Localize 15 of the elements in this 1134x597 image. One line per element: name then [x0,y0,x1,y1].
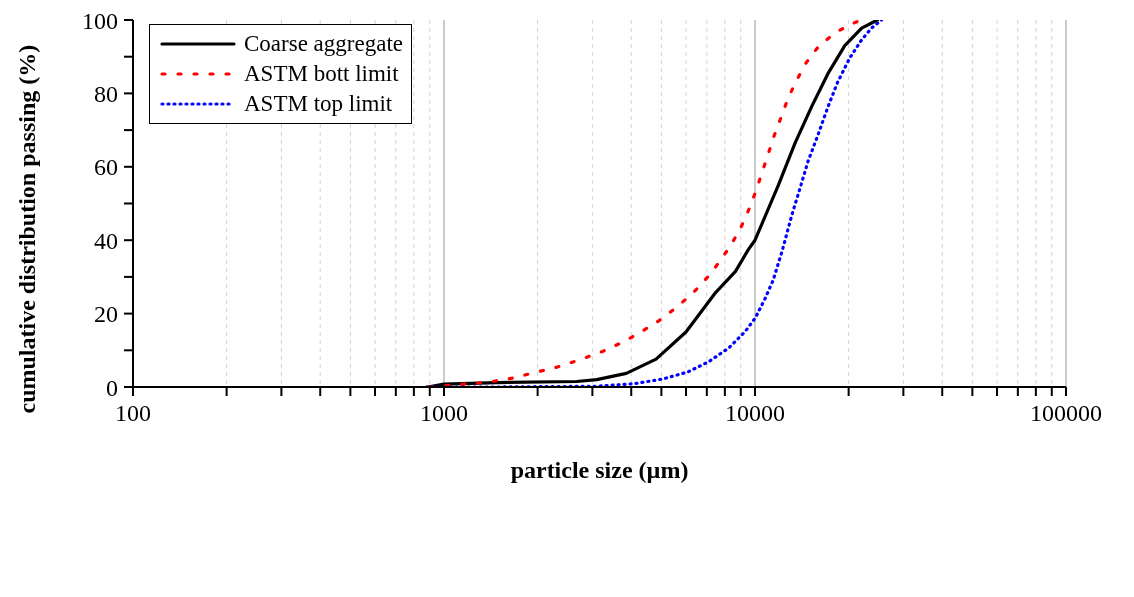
x-tick-label: 1000 [420,400,468,427]
y-tick-label: 100 [82,7,118,34]
y-tick-label: 0 [106,374,118,401]
y-tick-label: 60 [94,154,118,181]
y-tick-label: 40 [94,227,118,254]
legend-label: ASTM top limit [244,90,393,118]
y-tick-label: 80 [94,80,118,107]
legend-label: ASTM bott limit [244,60,399,88]
x-tick-label: 100000 [1030,400,1102,427]
y-axis-title: cumulative distribution passing (%) [13,44,40,414]
legend-label: Coarse aggregate [244,30,404,58]
x-axis-title: particle size (µm) [510,457,689,483]
x-tick-label: 10000 [725,400,785,427]
y-tick-label: 20 [94,301,118,328]
x-tick-label: 100 [115,400,151,427]
